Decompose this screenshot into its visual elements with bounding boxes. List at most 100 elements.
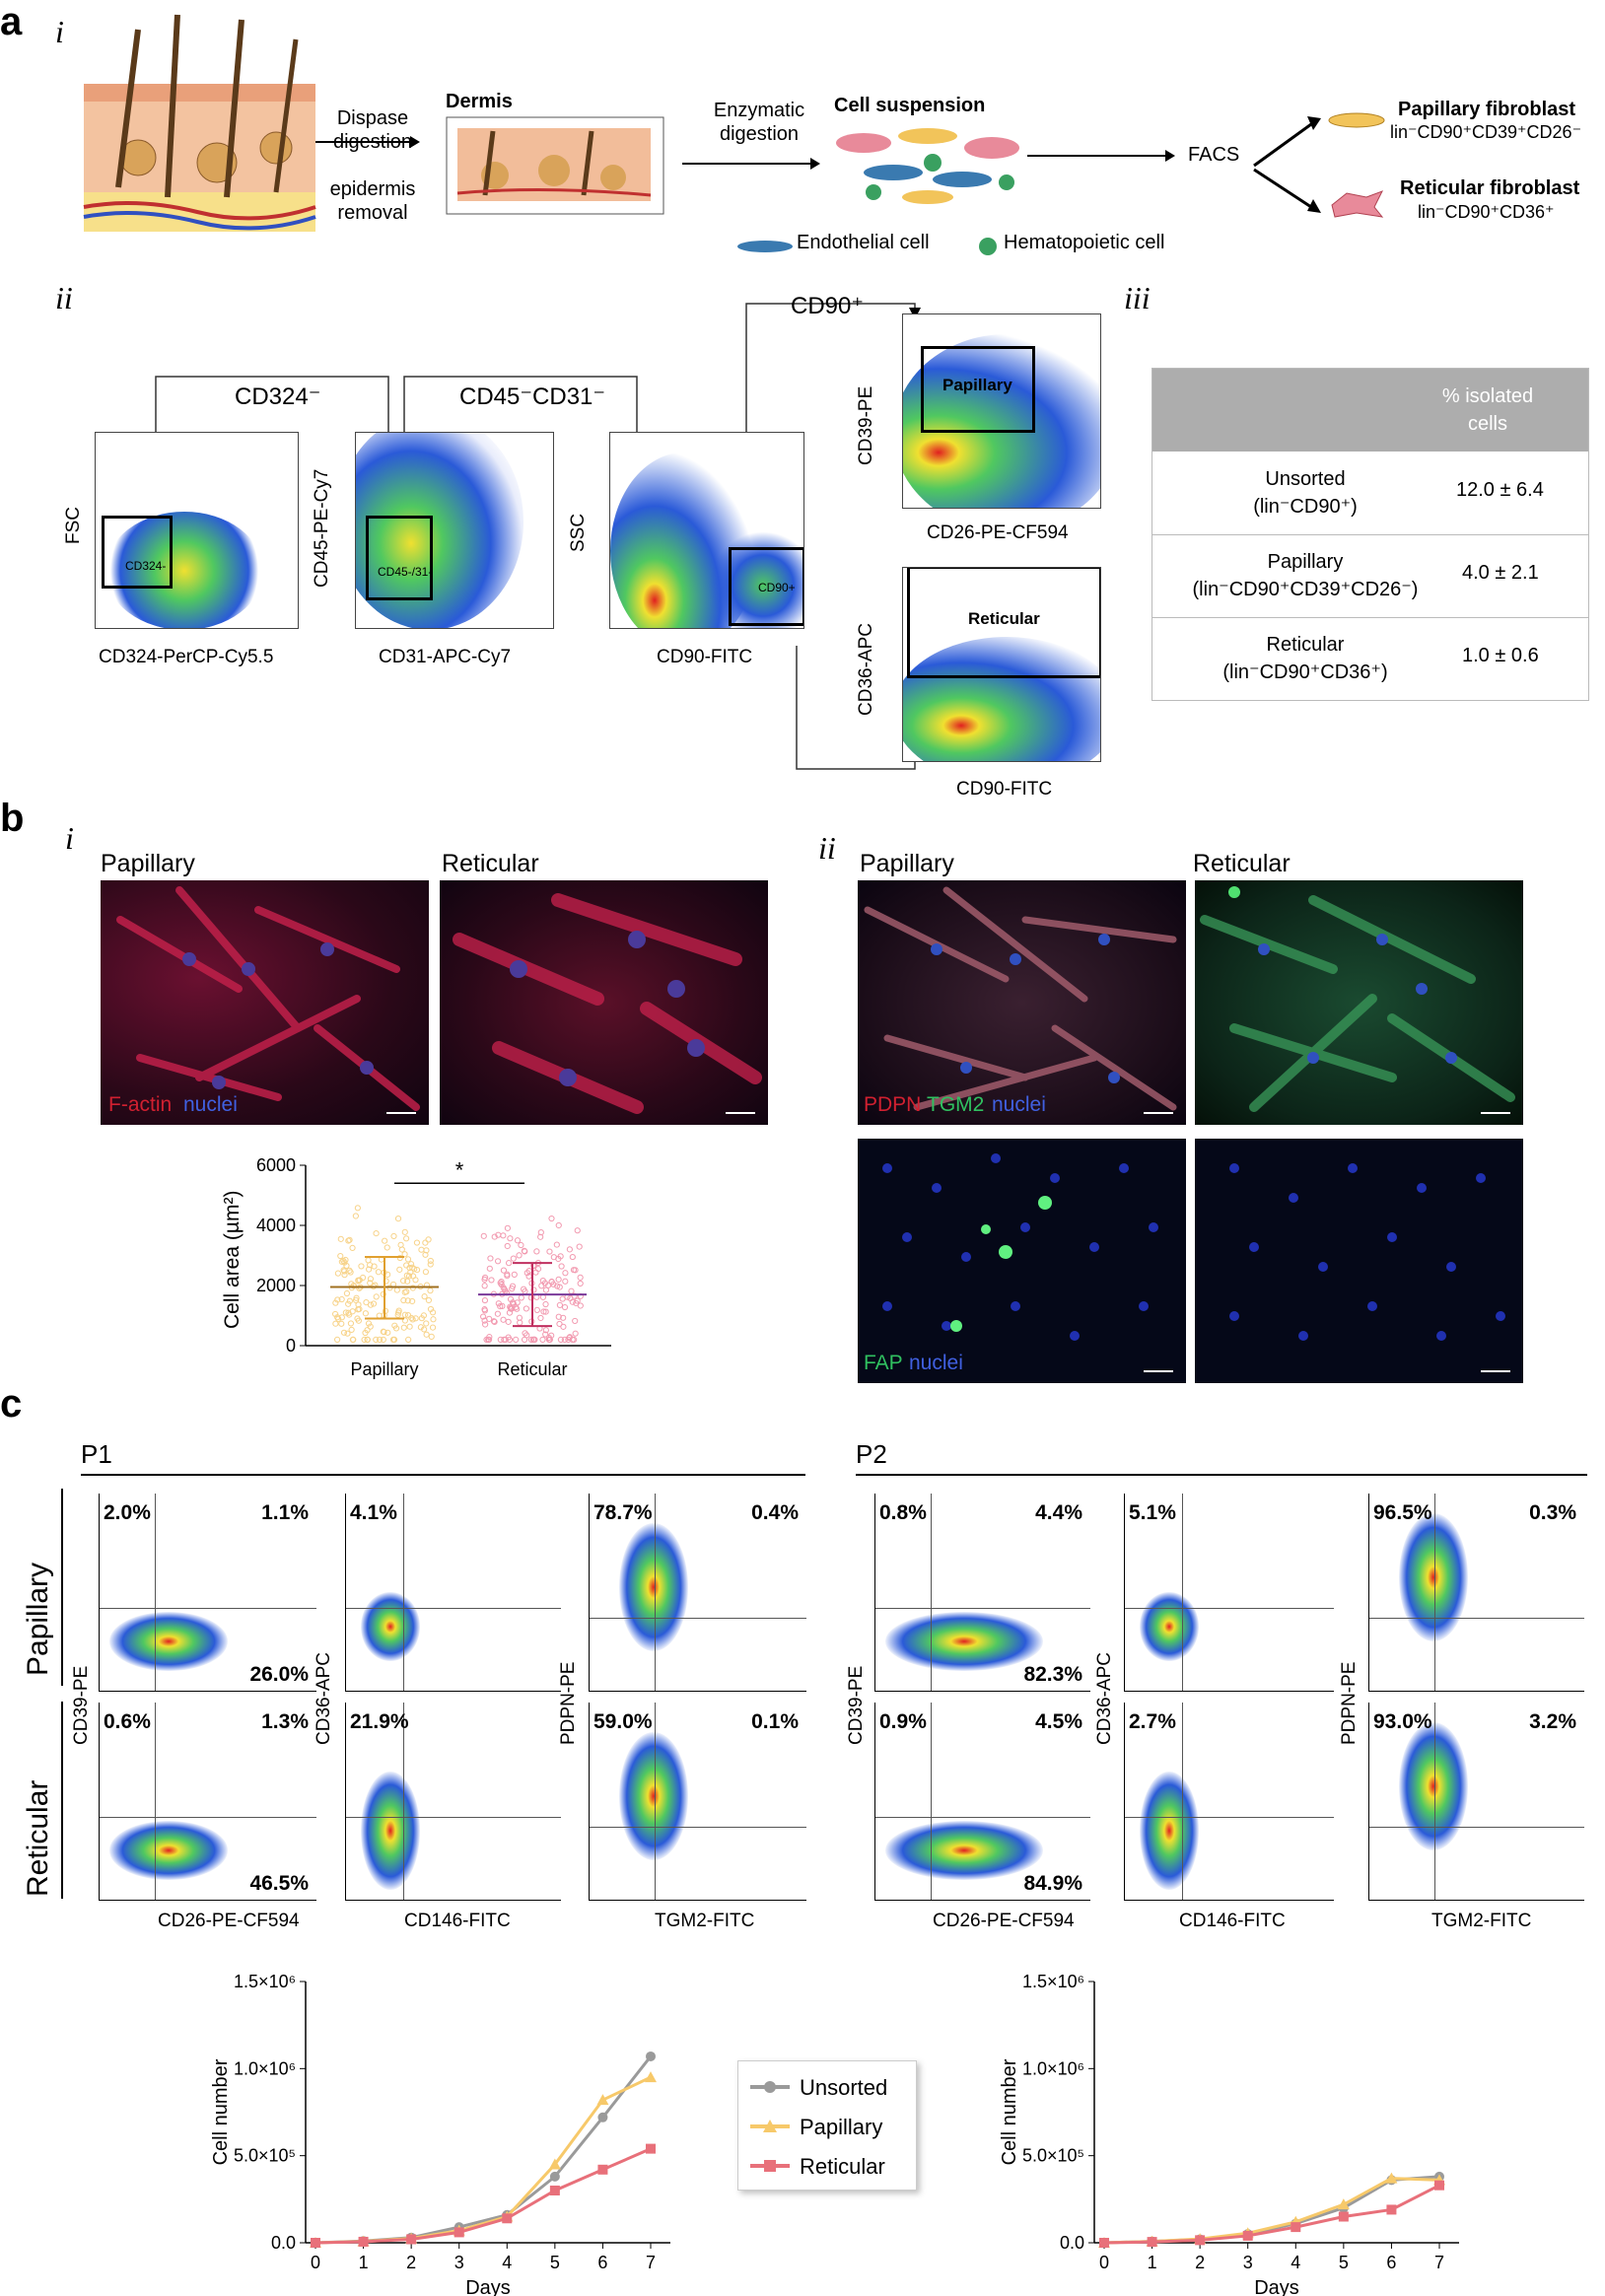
quadrant-percent-ul: 93.0% <box>1373 1710 1432 1733</box>
quadrant-line-v <box>655 1494 656 1691</box>
cell-area-point <box>483 1336 490 1343</box>
cell-area-point <box>367 1280 374 1287</box>
cell-area-point <box>370 1300 378 1307</box>
nuclei-label: nuclei <box>992 1093 1046 1116</box>
fap-reticular-image <box>1195 1139 1523 1383</box>
cell-area-point <box>405 1273 413 1280</box>
cell-area-point <box>542 1327 549 1334</box>
hematopoietic-cell-label: Hematopoietic cell <box>1004 232 1165 253</box>
cell-area-point <box>382 1237 388 1244</box>
cell-area-point <box>521 1336 528 1343</box>
cell-area-point <box>537 1233 544 1240</box>
cell-area-point <box>427 1257 434 1265</box>
gating-plot-cd90: CD90+ <box>609 432 804 629</box>
quadrant-percent-ur: 1.3% <box>261 1710 309 1733</box>
cell-area-point <box>343 1289 351 1297</box>
panel-b-i-label: i <box>65 820 74 856</box>
cell-area-point <box>504 1242 511 1250</box>
cell-area-point <box>507 1235 514 1242</box>
gating-plot-papillary: Papillary <box>902 313 1101 509</box>
cell-area-point <box>350 1283 357 1289</box>
cell-area-point <box>500 1316 507 1323</box>
quadrant-percent-lr: 26.0% <box>249 1663 309 1686</box>
cell-area-point <box>337 1235 344 1242</box>
cell-area-point <box>495 1231 502 1238</box>
cd324-arrow-label: CD324⁻ <box>235 383 321 410</box>
quadrant-percent-lr: 84.9% <box>1023 1872 1082 1895</box>
cell-area-point <box>540 1308 547 1315</box>
cell-area-point <box>332 1299 339 1306</box>
cell-area-point <box>334 1336 341 1343</box>
table-row-value: 1.0 ± 0.6 <box>1462 645 1539 666</box>
cell-area-point <box>555 1313 562 1320</box>
b-ii-papillary-title: Papillary <box>860 850 954 877</box>
cell-area-tick-label: 6000 <box>256 1155 296 1175</box>
cell-area-point <box>345 1309 352 1316</box>
cell-area-point <box>392 1325 400 1332</box>
cell-area-point <box>399 1278 407 1285</box>
cell-area-point <box>481 1274 489 1282</box>
reticular-row-label: Reticular <box>22 1779 54 1897</box>
quadrant-y-label: CD39-PE <box>71 1665 92 1745</box>
cell-area-point <box>376 1312 383 1319</box>
cell-area-point <box>511 1271 518 1278</box>
cell-area-point <box>422 1239 429 1246</box>
cell-area-point <box>389 1336 397 1343</box>
reticular-cell-icon <box>1331 190 1384 218</box>
event-cloud <box>109 1612 228 1671</box>
table-header-text: % isolated cells <box>1441 385 1534 435</box>
p2-label: P2 <box>856 1439 887 1469</box>
growth-x-tick-label: 5 <box>550 2253 560 2272</box>
cell-area-point <box>569 1336 576 1343</box>
cell-area-point <box>522 1248 528 1255</box>
p2-underline <box>856 1474 1587 1476</box>
isolated-cells-table: % isolated cells Unsorted (lin⁻CD90⁺) 12… <box>1151 368 1589 701</box>
growth-y-tick-label: 1.0×10⁶ <box>234 2058 296 2078</box>
cell-area-point <box>494 1258 502 1265</box>
quadrant-line-v <box>931 1703 932 1900</box>
cell-area-point <box>572 1330 579 1337</box>
cell-area-point <box>576 1243 583 1250</box>
quadrant-line-v <box>1182 1703 1183 1900</box>
nuclei-label: nuclei <box>909 1352 963 1374</box>
quadrant-percent-ul: 0.8% <box>879 1501 927 1524</box>
quadrant-line-v <box>155 1494 156 1691</box>
cell-area-point <box>422 1251 429 1258</box>
cell-area-point <box>546 1248 553 1255</box>
tgm2-label: TGM2 <box>927 1093 985 1116</box>
papillary-cell-icon <box>1328 112 1385 128</box>
growth-y-label: Cell number <box>210 2058 232 2165</box>
event-cloud <box>885 1612 1043 1671</box>
cell-area-point <box>574 1227 581 1234</box>
growth-y-tick-label: 5.0×10⁵ <box>234 2146 296 2166</box>
cell-area-point <box>409 1316 416 1323</box>
quadrant-percent-ur: 1.1% <box>261 1501 309 1524</box>
cell-area-ylabel: Cell area (µm²) <box>221 1190 244 1329</box>
cell-area-point <box>532 1269 539 1276</box>
cell-area-point <box>343 1262 350 1270</box>
growth-point <box>1291 2222 1301 2233</box>
cell-area-point <box>345 1300 352 1307</box>
growth-x-tick-label: 0 <box>1099 2253 1109 2272</box>
quadrant-line-v <box>403 1703 404 1900</box>
cell-area-point <box>577 1280 584 1287</box>
quadrant-y-label: CD36-APC <box>314 1652 334 1745</box>
quadrant-plot: 21.9% <box>345 1703 561 1901</box>
growth-x-tick-label: 1 <box>1148 2253 1157 2272</box>
event-cloud <box>1140 1772 1199 1890</box>
quadrant-percent-ul: 21.9% <box>350 1710 409 1733</box>
cell-area-point <box>539 1336 546 1343</box>
cd45-gate-name: CD45-/31- <box>378 565 433 579</box>
cd324-gate-name: CD324- <box>125 559 167 573</box>
cell-area-point <box>367 1276 375 1283</box>
cell-area-point <box>425 1296 432 1304</box>
quadrant-line-v <box>931 1494 932 1691</box>
quadrant-line-h <box>1125 1817 1334 1818</box>
quadrant-percent-ur: 0.3% <box>1529 1501 1576 1524</box>
growth-point <box>502 2213 513 2224</box>
legend-reticular: Reticular <box>800 2154 885 2179</box>
panel-b-ii-label: ii <box>818 830 836 866</box>
event-cloud <box>109 1821 228 1880</box>
growth-point <box>646 2143 656 2154</box>
b-ii-reticular-title: Reticular <box>1193 850 1291 877</box>
